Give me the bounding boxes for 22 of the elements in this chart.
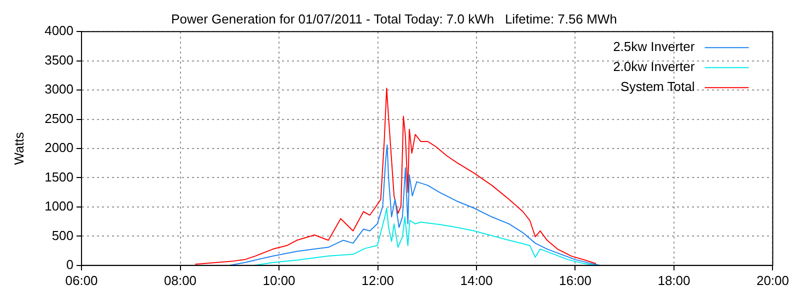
legend-label: 2.5kw Inverter xyxy=(613,39,696,54)
x-tick-label: 06:00 xyxy=(65,272,98,288)
x-tick-label: 10:00 xyxy=(262,272,296,288)
chart-title: Power Generation for 01/07/2011 - Total Today: 7.0 kWh Lifetime: 7.56 MWh xyxy=(171,11,617,26)
y-tick-label: 500 xyxy=(52,228,74,243)
y-tick-label: 1000 xyxy=(44,198,74,214)
y-tick-label: 0 xyxy=(66,256,74,272)
y-axis-title: Watts xyxy=(11,132,26,165)
x-tick-label: 14:00 xyxy=(460,272,493,288)
y-tick-label: 4000 xyxy=(44,23,74,38)
y-tick-label: 3500 xyxy=(44,52,74,68)
legend-label: 2.0kw Inverter xyxy=(613,59,696,74)
x-tick-label: 08:00 xyxy=(164,272,197,288)
y-tick-label: 2000 xyxy=(44,140,74,156)
legend-label: System Total xyxy=(620,79,695,94)
x-tick-label: 18:00 xyxy=(658,272,690,288)
x-tick-label: 20:00 xyxy=(756,272,790,288)
y-tick-label: 2500 xyxy=(44,110,74,126)
y-tick-label: 3000 xyxy=(44,82,74,97)
x-tick-label: 16:00 xyxy=(558,272,592,288)
y-tick-label: 1500 xyxy=(44,169,74,184)
x-tick-label: 12:00 xyxy=(361,272,394,288)
